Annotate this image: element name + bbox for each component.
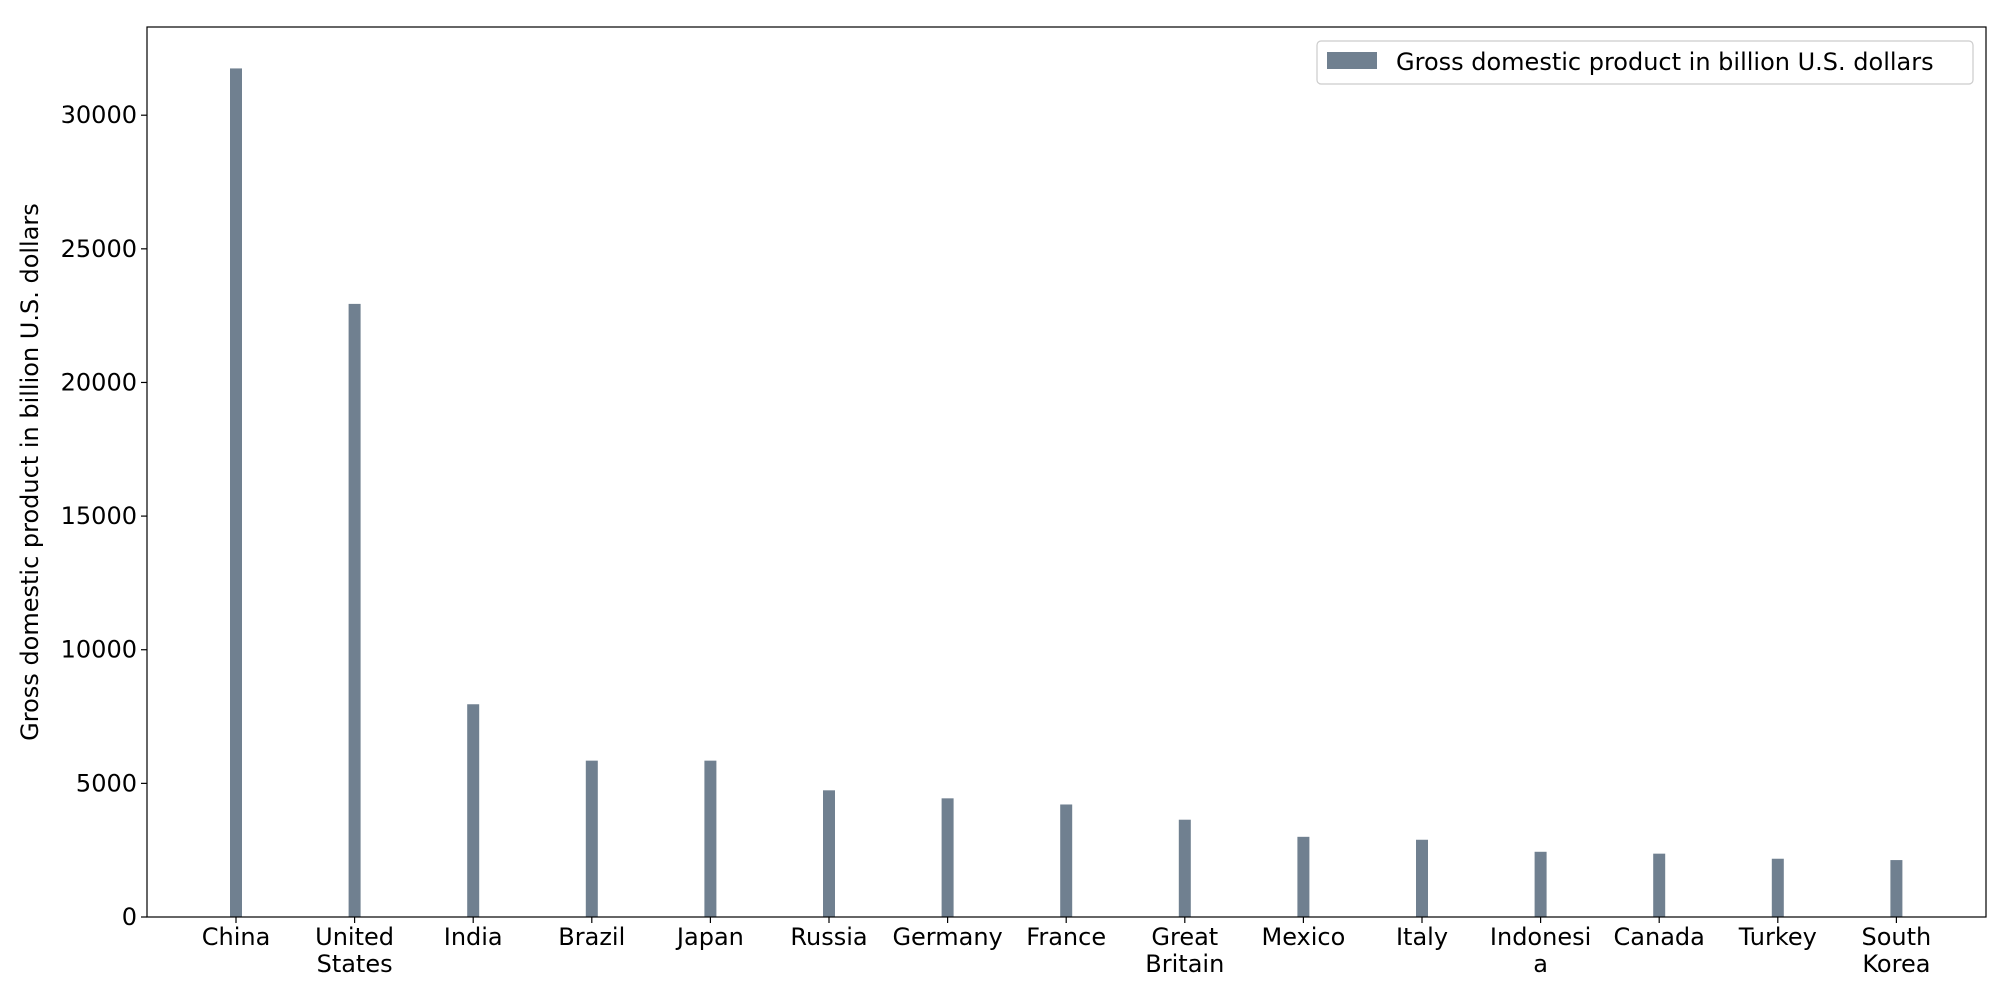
y-tick-label: 30000 [61,101,137,129]
x-axis-ticks: China United States India Brazil Japan Russia G… [202,917,1932,978]
bar-india [467,704,480,917]
x-tick-label: Indonesi a [1490,923,1591,978]
x-tick-label: France [1026,923,1106,951]
x-tick-label: Canada [1614,923,1705,951]
bar-france [1060,804,1073,917]
legend: Gross domestic product in billion U.S. d… [1316,40,1974,85]
plot-frame [146,26,1987,918]
y-tick-label: 10000 [61,636,137,664]
bar-italy [1416,839,1428,917]
bar-china [230,68,242,917]
bar-mexico [1297,836,1310,917]
x-tick-label: United States [315,923,394,978]
bar-brazil [585,760,598,917]
bar-group [230,68,1903,917]
x-tick-label: Germany [892,923,1002,951]
bar-russia [823,790,835,917]
y-tick-label: 0 [122,903,137,931]
y-tick-label: 15000 [61,502,137,530]
legend-label: Gross domestic product in billion U.S. d… [1396,48,1934,76]
bar-united-states [348,303,361,917]
x-tick-label: Italy [1396,923,1448,951]
x-tick-label: Japan [675,923,744,951]
x-tick-label: China [202,923,271,951]
bar-great-britain [1178,819,1191,917]
legend-box [1316,40,1974,85]
x-tick-label: South Korea [1862,923,1932,978]
y-tick-label: 25000 [61,235,137,263]
bar-south-korea [1890,860,1903,917]
y-axis-title: Gross domestic product in billion U.S. d… [16,203,44,741]
x-tick-label: Turkey [1738,923,1817,951]
y-axis-ticks: 0 5000 10000 15000 20000 25000 30000 [61,101,147,931]
x-tick-label: Russia [790,923,867,951]
x-tick-label: India [444,923,503,951]
legend-swatch [1327,52,1377,69]
bar-canada [1653,853,1666,917]
x-tick-label: Brazil [558,923,625,951]
bar-turkey [1771,858,1784,917]
x-tick-label: Mexico [1261,923,1345,951]
bar-japan [704,760,717,917]
bar-indonesia [1534,851,1547,917]
x-tick-label: Great Britain [1145,923,1224,978]
bar-germany [941,798,954,917]
y-tick-label: 20000 [61,368,137,396]
y-tick-label: 5000 [76,769,137,797]
